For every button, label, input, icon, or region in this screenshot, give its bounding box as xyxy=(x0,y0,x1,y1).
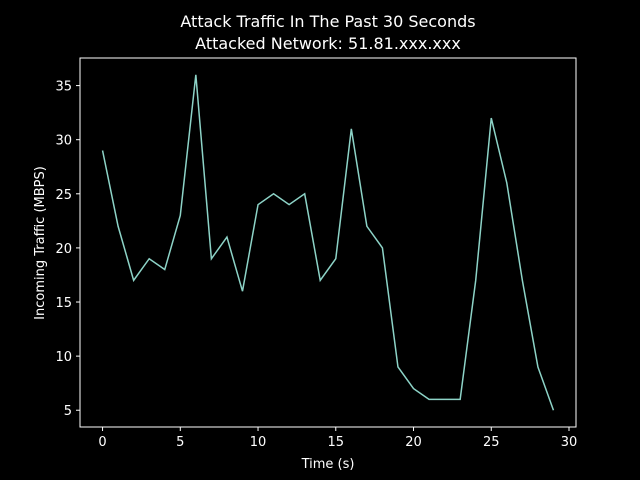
y-tick-label: 20 xyxy=(55,242,72,257)
x-tick-label: 25 xyxy=(483,435,500,450)
y-tick-label: 5 xyxy=(64,404,72,419)
x-tick-label: 30 xyxy=(561,435,578,450)
y-tick-label: 25 xyxy=(55,188,72,203)
y-tick-label: 35 xyxy=(55,80,72,95)
y-tick-label: 30 xyxy=(55,134,72,149)
x-axis-label: Time (s) xyxy=(301,457,355,472)
x-tick-label: 5 xyxy=(176,435,184,450)
x-tick-label: 10 xyxy=(250,435,267,450)
data-line xyxy=(101,74,555,411)
chart-title: Attack Traffic In The Past 30 Seconds xyxy=(180,12,475,31)
y-tick-label: 15 xyxy=(55,296,72,311)
x-tick-label: 0 xyxy=(98,435,106,450)
chart-subtitle: Attacked Network: 51.81.xxx.xxx xyxy=(195,34,461,53)
plot-frame xyxy=(79,57,577,428)
x-tick-label: 15 xyxy=(328,435,345,450)
y-axis-label: Incoming Traffic (MBPS) xyxy=(33,166,48,320)
x-tick-label: 20 xyxy=(405,435,422,450)
y-tick-label: 10 xyxy=(55,350,72,365)
